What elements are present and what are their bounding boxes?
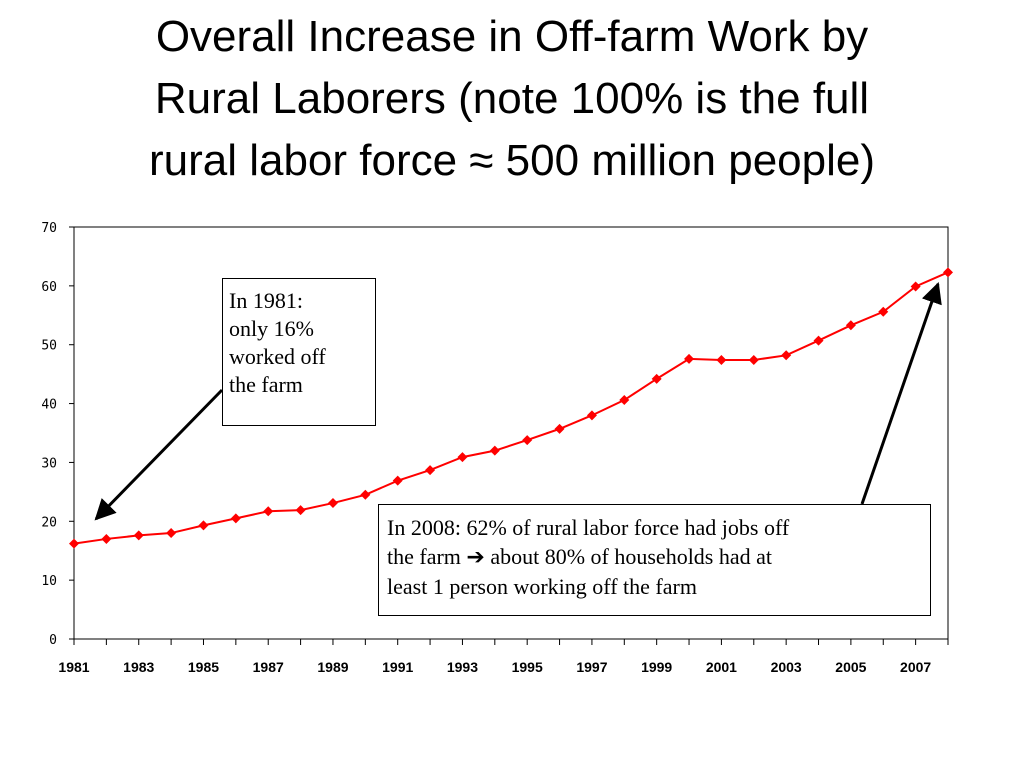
y-tick-label: 60 bbox=[41, 280, 57, 295]
x-tick-label: 1985 bbox=[188, 659, 219, 675]
data-point-marker bbox=[133, 530, 144, 541]
data-point-marker bbox=[878, 306, 889, 317]
annotation-1981-line-4: the farm bbox=[229, 372, 303, 397]
annotation-2008-line-1: In 2008: 62% of rural labor force had jo… bbox=[387, 515, 790, 540]
data-point-marker bbox=[522, 435, 533, 446]
y-axis: 0 10 20 30 40 50 60 70 bbox=[41, 221, 74, 648]
annotation-1981-line-1: In 1981: bbox=[229, 288, 303, 313]
data-point-marker bbox=[910, 281, 921, 292]
x-tick-label: 1995 bbox=[512, 659, 543, 675]
data-point-marker bbox=[845, 320, 856, 331]
data-point-marker bbox=[781, 350, 792, 361]
y-tick-label: 0 bbox=[49, 633, 57, 648]
y-tick-label: 10 bbox=[41, 574, 57, 589]
data-point-marker bbox=[748, 355, 759, 366]
data-point-marker bbox=[101, 533, 112, 544]
data-point-marker bbox=[263, 506, 274, 517]
x-tick-label: 1993 bbox=[447, 659, 478, 675]
title-line-2: Rural Laborers (note 100% is the full bbox=[154, 74, 870, 123]
arrow-1981 bbox=[94, 388, 224, 521]
title-line-3: rural labor force ≈ 500 million people) bbox=[148, 136, 876, 185]
data-point-marker bbox=[295, 505, 306, 516]
annotation-1981: In 1981: only 16% worked off the farm bbox=[222, 278, 376, 426]
x-tick-label: 1991 bbox=[382, 659, 413, 675]
x-tick-label: 1989 bbox=[317, 659, 348, 675]
y-tick-label: 30 bbox=[41, 456, 57, 471]
data-point-marker bbox=[198, 520, 209, 531]
data-point-marker bbox=[69, 538, 79, 549]
x-tick-label: 1981 bbox=[58, 659, 89, 675]
data-point-marker bbox=[489, 445, 500, 456]
data-point-marker bbox=[684, 353, 695, 364]
annotation-2008-line-2-pre: the farm bbox=[387, 544, 467, 569]
series-line bbox=[73, 271, 949, 545]
annotation-2008: In 2008: 62% of rural labor force had jo… bbox=[378, 504, 931, 616]
annotation-1981-line-3: worked off bbox=[229, 344, 326, 369]
data-point-marker bbox=[554, 423, 565, 434]
plot-area bbox=[73, 226, 949, 640]
data-point-marker bbox=[813, 335, 824, 346]
x-axis: 1981 1983 1985 1987 1989 1991 1993 1995 1997 1999… bbox=[58, 639, 949, 675]
data-point-marker bbox=[392, 475, 403, 486]
data-point-marker bbox=[619, 395, 630, 406]
data-point-marker bbox=[327, 498, 338, 509]
x-tick-label: 1999 bbox=[641, 659, 672, 675]
y-tick-label: 50 bbox=[41, 339, 57, 354]
x-tick-label: 2005 bbox=[835, 659, 866, 675]
title-line-1: Overall Increase in Off-farm Work by bbox=[155, 12, 869, 61]
data-point-marker bbox=[943, 267, 953, 278]
data-point-marker bbox=[230, 513, 241, 524]
data-point-marker bbox=[586, 410, 597, 421]
data-point-marker bbox=[166, 528, 177, 539]
y-tick-label: 40 bbox=[41, 398, 57, 413]
data-point-marker bbox=[716, 355, 727, 366]
annotation-2008-line-3: least 1 person working off the farm bbox=[387, 574, 697, 599]
x-tick-label: 2001 bbox=[706, 659, 737, 675]
right-arrow-icon: ➔ bbox=[466, 545, 485, 570]
x-tick-label: 2003 bbox=[771, 659, 802, 675]
data-point-marker bbox=[425, 465, 436, 476]
data-point-marker bbox=[457, 452, 468, 463]
annotation-2008-line-2-post: about 80% of households had at bbox=[484, 544, 773, 569]
x-tick-label: 1997 bbox=[576, 659, 607, 675]
chart-title: Overall Increase in Off-farm Work by Rur… bbox=[0, 6, 1024, 192]
arrow-2008 bbox=[860, 282, 942, 505]
annotation-1981-line-2: only 16% bbox=[229, 316, 314, 341]
data-point-marker bbox=[360, 489, 371, 500]
y-tick-label: 70 bbox=[41, 221, 57, 236]
data-point-marker bbox=[651, 373, 662, 384]
series-markers bbox=[69, 267, 953, 549]
x-tick-label: 2007 bbox=[900, 659, 931, 675]
y-tick-label: 20 bbox=[41, 515, 57, 530]
x-tick-label: 1983 bbox=[123, 659, 154, 675]
annotation-2008-line-2: the farm ➔ about 80% of households had a… bbox=[387, 542, 922, 572]
x-tick-label: 1987 bbox=[253, 659, 284, 675]
